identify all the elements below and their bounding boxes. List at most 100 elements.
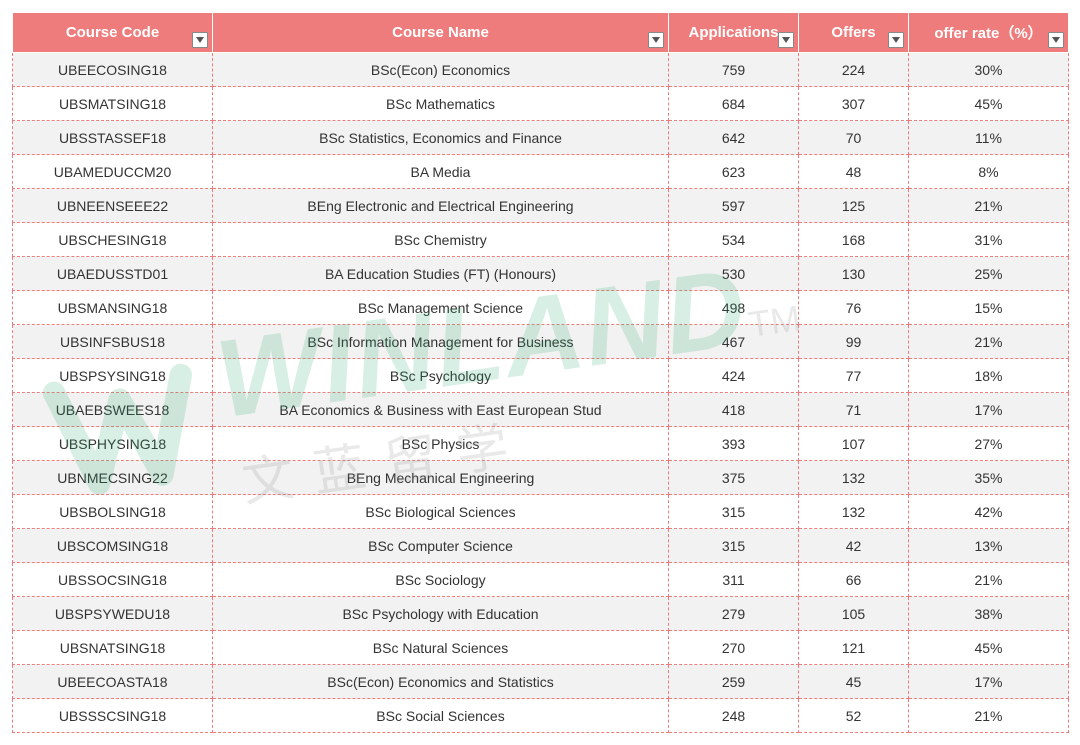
cell-rate: 21% [909,563,1069,597]
cell-rate: 35% [909,461,1069,495]
cell-offers: 105 [799,597,909,631]
cell-name: BSc Biological Sciences [213,495,669,529]
header-row: Course Code Course Name Applications [13,13,1069,53]
cell-apps: 424 [669,359,799,393]
table-row: UBSSTASSEF18BSc Statistics, Economics an… [13,121,1069,155]
cell-code: UBSPSYSING18 [13,359,213,393]
cell-name: BSc Computer Science [213,529,669,563]
cell-offers: 130 [799,257,909,291]
cell-offers: 99 [799,325,909,359]
cell-offers: 71 [799,393,909,427]
cell-apps: 315 [669,529,799,563]
cell-name: BSc Psychology [213,359,669,393]
cell-code: UBSINFSBUS18 [13,325,213,359]
cell-apps: 642 [669,121,799,155]
table-row: UBSPSYWEDU18BSc Psychology with Educatio… [13,597,1069,631]
cell-rate: 17% [909,665,1069,699]
table-row: UBAEBSWEES18BA Economics & Business with… [13,393,1069,427]
cell-rate: 15% [909,291,1069,325]
course-table-container: WINLANDTM 文蓝留学 Course Code Course Name [12,12,1068,733]
cell-code: UBSCOMSING18 [13,529,213,563]
cell-code: UBSCHESING18 [13,223,213,257]
cell-code: UBSMANSING18 [13,291,213,325]
filter-dropdown-icon[interactable] [1048,32,1064,48]
col-header-rate: offer rate（%） [909,13,1069,53]
cell-offers: 76 [799,291,909,325]
cell-apps: 259 [669,665,799,699]
table-row: UBSSOCSING18BSc Sociology3116621% [13,563,1069,597]
filter-dropdown-icon[interactable] [778,32,794,48]
cell-apps: 311 [669,563,799,597]
cell-rate: 27% [909,427,1069,461]
filter-dropdown-icon[interactable] [888,32,904,48]
col-label: offer rate（%） [934,25,1042,42]
cell-apps: 279 [669,597,799,631]
cell-code: UBSBOLSING18 [13,495,213,529]
cell-code: UBSSOCSING18 [13,563,213,597]
cell-name: BSc Information Management for Business [213,325,669,359]
cell-name: BA Media [213,155,669,189]
cell-name: BA Education Studies (FT) (Honours) [213,257,669,291]
table-row: UBAMEDUCCM20BA Media623488% [13,155,1069,189]
cell-code: UBEECOASTA18 [13,665,213,699]
cell-rate: 18% [909,359,1069,393]
cell-apps: 597 [669,189,799,223]
cell-code: UBSMATSING18 [13,87,213,121]
cell-code: UBAEBSWEES18 [13,393,213,427]
cell-apps: 393 [669,427,799,461]
cell-rate: 25% [909,257,1069,291]
cell-apps: 315 [669,495,799,529]
col-header-offers: Offers [799,13,909,53]
cell-apps: 534 [669,223,799,257]
cell-code: UBSPHYSING18 [13,427,213,461]
table-row: UBSCOMSING18BSc Computer Science3154213% [13,529,1069,563]
cell-code: UBSPSYWEDU18 [13,597,213,631]
cell-name: BSc Psychology with Education [213,597,669,631]
cell-name: BSc Mathematics [213,87,669,121]
table-row: UBEECOASTA18BSc(Econ) Economics and Stat… [13,665,1069,699]
cell-rate: 21% [909,189,1069,223]
cell-code: UBNEENSEEE22 [13,189,213,223]
col-label: Course Code [66,24,159,41]
cell-offers: 42 [799,529,909,563]
col-header-apps: Applications [669,13,799,53]
cell-offers: 77 [799,359,909,393]
table-row: UBNEENSEEE22BEng Electronic and Electric… [13,189,1069,223]
col-label: Offers [831,24,875,41]
col-header-name: Course Name [213,13,669,53]
cell-offers: 45 [799,665,909,699]
cell-offers: 52 [799,699,909,733]
table-row: UBAEDUSSTD01BA Education Studies (FT) (H… [13,257,1069,291]
col-label: Course Name [392,24,489,41]
cell-offers: 70 [799,121,909,155]
table-row: UBSINFSBUS18BSc Information Management f… [13,325,1069,359]
cell-name: BA Economics & Business with East Europe… [213,393,669,427]
cell-name: BSc Management Science [213,291,669,325]
cell-rate: 42% [909,495,1069,529]
table-row: UBSPHYSING18BSc Physics39310727% [13,427,1069,461]
cell-apps: 759 [669,53,799,87]
cell-name: BSc Statistics, Economics and Finance [213,121,669,155]
table-body: UBEECOSING18BSc(Econ) Economics75922430%… [13,53,1069,733]
cell-rate: 11% [909,121,1069,155]
cell-name: BEng Mechanical Engineering [213,461,669,495]
table-row: UBSCHESING18BSc Chemistry53416831% [13,223,1069,257]
cell-apps: 270 [669,631,799,665]
cell-rate: 45% [909,87,1069,121]
cell-name: BSc Social Sciences [213,699,669,733]
cell-apps: 623 [669,155,799,189]
cell-apps: 684 [669,87,799,121]
filter-dropdown-icon[interactable] [648,32,664,48]
cell-rate: 38% [909,597,1069,631]
table-row: UBSNATSING18BSc Natural Sciences27012145… [13,631,1069,665]
cell-code: UBAEDUSSTD01 [13,257,213,291]
cell-apps: 498 [669,291,799,325]
cell-apps: 418 [669,393,799,427]
cell-code: UBSNATSING18 [13,631,213,665]
cell-rate: 8% [909,155,1069,189]
filter-dropdown-icon[interactable] [192,32,208,48]
course-table: Course Code Course Name Applications [12,12,1069,733]
cell-offers: 132 [799,495,909,529]
cell-offers: 107 [799,427,909,461]
cell-apps: 467 [669,325,799,359]
